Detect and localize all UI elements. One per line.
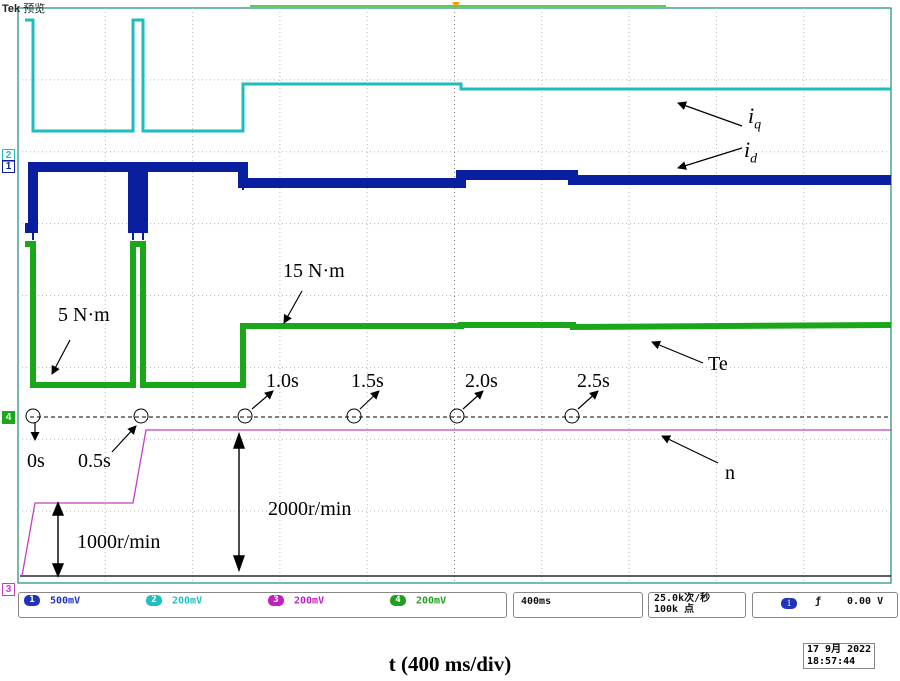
- speed-low-label: 1000r/min: [77, 531, 161, 553]
- ch1-level-marker[interactable]: 1: [2, 160, 15, 173]
- trigger-slope-icon: ƒ: [815, 596, 822, 607]
- te-arrow: [651, 340, 704, 364]
- channel-scale-1[interactable]: 1 500mV: [24, 595, 80, 607]
- t20-arrow: [462, 390, 484, 410]
- time-markers: [25, 408, 580, 424]
- time-label-0-5s: 0.5s: [78, 450, 111, 472]
- marker-2-5s: [564, 408, 580, 424]
- channel-badge: 3: [268, 595, 284, 606]
- t15-arrow: [359, 390, 380, 410]
- iq-label: iq: [748, 103, 762, 133]
- speed-high-label: 2000r/min: [268, 498, 352, 520]
- n-label: n: [725, 462, 735, 484]
- speed-span-arrows: [51, 431, 245, 578]
- channel-scale-row: 1 500mV 2 200mV 3 200mV 4 200mV: [24, 595, 504, 611]
- time-label-1-0s: 1.0s: [266, 370, 299, 392]
- channel-badge: 1: [24, 595, 40, 606]
- time-label-1-5s: 1.5s: [351, 370, 384, 392]
- te-trace: [25, 241, 892, 388]
- id-trace: [25, 162, 891, 233]
- date: 17 9月 2022: [807, 644, 872, 655]
- trigger-level: 0.00 V: [847, 596, 884, 607]
- channel-badge: 2: [146, 595, 162, 606]
- iq-trace: [25, 18, 891, 133]
- time-label-2-0s: 2.0s: [465, 370, 498, 392]
- marker-2-0s: [449, 408, 465, 424]
- trigger-position-marker: [452, 2, 460, 8]
- time-label-0s: 0s: [27, 450, 45, 472]
- t10-arrow: [251, 390, 274, 410]
- channel-scale-value: 500mV: [50, 595, 81, 607]
- timebase-panel[interactable]: 400ms: [513, 592, 643, 618]
- ch4-level-marker[interactable]: 4: [2, 411, 15, 424]
- marker-0-5s: [133, 408, 149, 424]
- brand-label: Tek 预览: [2, 3, 46, 15]
- channel-scale-4[interactable]: 4 200mV: [390, 595, 446, 607]
- marker-0s: [25, 408, 41, 424]
- sample-rate: 25.0k次/秒: [654, 593, 711, 604]
- torque-low-label: 5 N·m: [58, 304, 110, 326]
- ch2-level-marker[interactable]: 2: [2, 149, 15, 162]
- channel-badge: 4: [390, 595, 406, 606]
- channel-scale-value: 200mV: [172, 595, 203, 607]
- datetime-stamp: 17 9月 2022 18:57:44: [803, 643, 876, 669]
- n-trace: [21, 429, 891, 577]
- t05-arrow: [111, 425, 137, 453]
- marker-1-5s: [346, 408, 362, 424]
- record-length: 100k 点: [654, 604, 695, 615]
- time-label-2-5s: 2.5s: [577, 370, 610, 392]
- t25-arrow: [577, 390, 599, 410]
- te-label: Te: [708, 353, 728, 375]
- channel-scale-3[interactable]: 3 200mV: [268, 595, 324, 607]
- acquisition-panel[interactable]: 25.0k次/秒 100k 点: [648, 592, 746, 618]
- time: 18:57:44: [807, 656, 856, 667]
- trigger-channel-badge: 1: [781, 598, 797, 609]
- channel-scale-value: 200mV: [294, 595, 325, 607]
- ch3-level-marker[interactable]: 3: [2, 583, 15, 596]
- trigger-panel[interactable]: 1 ƒ 0.00 V: [752, 592, 898, 618]
- iq-arrow: [677, 101, 743, 127]
- channel-scale-2[interactable]: 2 200mV: [146, 595, 202, 607]
- record-position-bar: [250, 2, 666, 8]
- torque-high-arrow: [283, 290, 303, 324]
- id-arrow: [677, 147, 743, 170]
- channel-scale-panel: [18, 592, 507, 618]
- x-axis-label: t (400 ms/div): [388, 652, 512, 676]
- marker-1-0s: [237, 408, 253, 424]
- torque-high-label: 15 N·m: [283, 260, 345, 282]
- channel-scale-value: 200mV: [416, 595, 447, 607]
- annotation-arrows: [30, 101, 743, 464]
- n-arrow: [661, 435, 719, 464]
- torque-low-arrow: [51, 339, 71, 375]
- timebase-value: 400ms: [521, 596, 552, 607]
- id-trace-spikes: [32, 165, 244, 240]
- graticule-grid: [18, 8, 891, 581]
- id-label: id: [744, 137, 758, 167]
